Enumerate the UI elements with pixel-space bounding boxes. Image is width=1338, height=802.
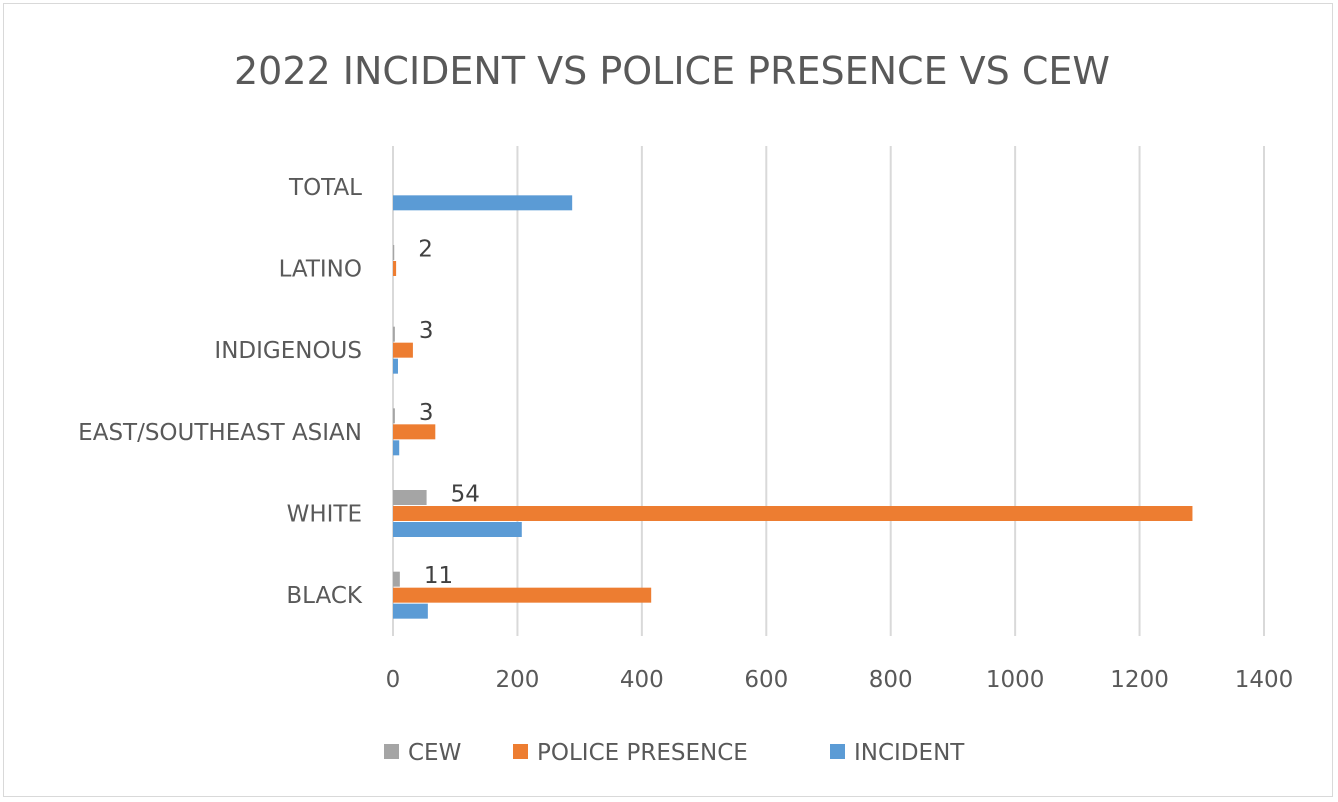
bar-police-presence <box>393 424 436 440</box>
bar-incident <box>393 603 428 619</box>
data-label-cew: 2 <box>418 237 433 263</box>
bar-cew <box>393 571 400 587</box>
gridlines <box>392 146 1265 636</box>
x-tick-label: 400 <box>620 667 664 693</box>
x-axis-tick-labels: 0 200 400 600 800 1000 1200 1400 <box>386 667 1294 693</box>
bar-cew <box>393 326 395 342</box>
legend-swatch <box>830 744 845 759</box>
bar-incident <box>393 358 398 374</box>
category-label: BLACK <box>286 583 363 609</box>
legend-swatch <box>384 744 399 759</box>
category-label: LATINO <box>279 257 362 283</box>
legend-label: INCIDENT <box>854 740 965 766</box>
chart-title: 2022 INCIDENT VS POLICE PRESENCE VS CEW <box>234 49 1110 93</box>
bar-incident <box>393 522 522 537</box>
bar-police-presence <box>393 342 413 358</box>
bars <box>393 195 1193 619</box>
category-label: TOTAL <box>288 175 362 201</box>
legend-swatch <box>513 744 528 759</box>
bar-cew <box>393 408 395 424</box>
data-label-cew: 3 <box>419 318 434 344</box>
legend-label: POLICE PRESENCE <box>537 740 748 766</box>
x-tick-label: 1000 <box>986 667 1045 693</box>
x-tick-label: 800 <box>869 667 913 693</box>
x-tick-label: 0 <box>386 667 401 693</box>
category-label: WHITE <box>287 502 362 528</box>
x-tick-label: 600 <box>744 667 788 693</box>
bar-chart: 2022 INCIDENT VS POLICE PRESENCE VS CEW … <box>78 49 1294 766</box>
data-labels: 11 54 3 3 2 <box>418 237 480 590</box>
category-label: EAST/SOUTHEAST ASIAN <box>78 420 362 446</box>
bar-police-presence <box>393 587 652 603</box>
legend: CEW POLICE PRESENCE INCIDENT <box>384 740 965 766</box>
bar-incident <box>393 195 573 211</box>
bar-police-presence <box>393 261 397 276</box>
x-tick-label: 1200 <box>1110 667 1169 693</box>
bar-cew <box>393 490 427 505</box>
data-label-cew: 54 <box>451 482 480 508</box>
chart-frame: 2022 INCIDENT VS POLICE PRESENCE VS CEW … <box>3 3 1333 797</box>
x-tick-label: 1400 <box>1235 667 1294 693</box>
legend-label: CEW <box>408 740 461 766</box>
bar-police-presence <box>393 506 1193 521</box>
data-label-cew: 11 <box>424 563 453 589</box>
data-label-cew: 3 <box>419 400 434 426</box>
category-label: INDIGENOUS <box>214 338 362 364</box>
bar-cew <box>393 245 395 260</box>
x-tick-label: 200 <box>495 667 539 693</box>
bar-incident <box>393 440 400 456</box>
category-labels: BLACK WHITE EAST/SOUTHEAST ASIAN INDIGENOUS… <box>78 175 363 609</box>
